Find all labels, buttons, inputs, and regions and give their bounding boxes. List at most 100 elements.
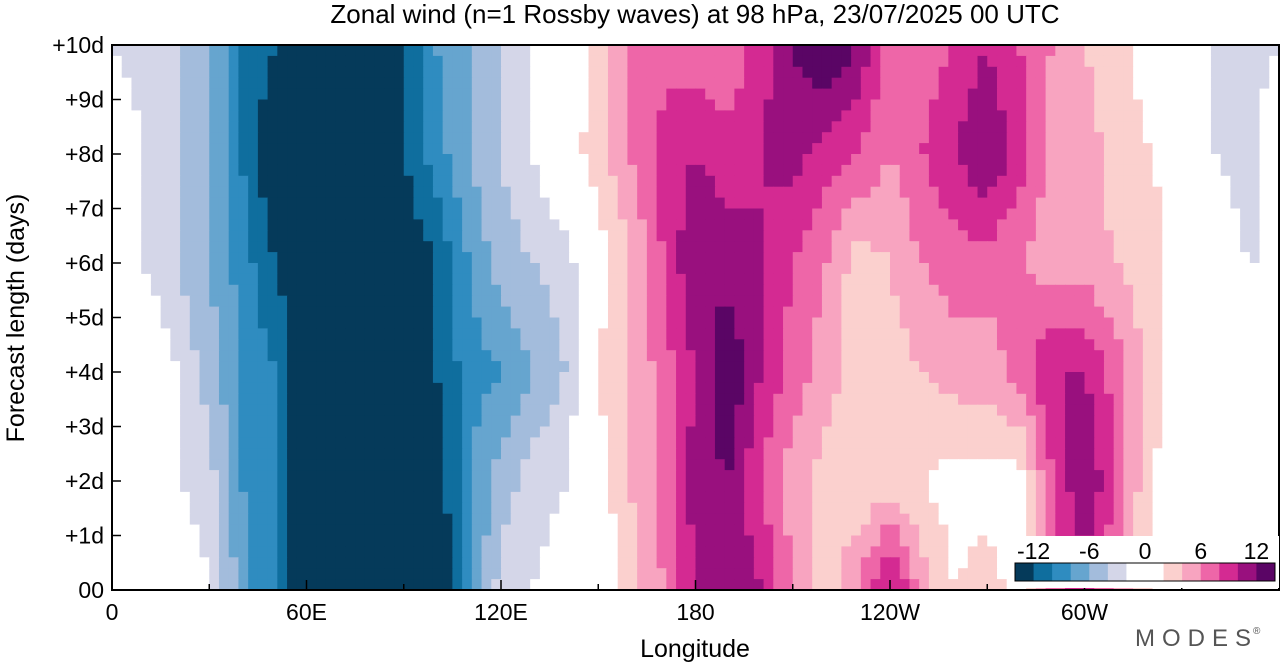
field-cell <box>928 175 940 188</box>
field-cell <box>345 284 356 297</box>
field-cell <box>666 481 677 493</box>
field-cell <box>880 372 891 384</box>
field-cell <box>1074 77 1086 90</box>
field-cell <box>277 66 288 79</box>
field-cell <box>1201 55 1212 68</box>
field-cell <box>676 99 687 111</box>
field-cell <box>880 437 891 449</box>
field-cell <box>374 241 385 253</box>
field-cell <box>578 426 590 438</box>
field-cell <box>1094 295 1105 308</box>
field-cell <box>442 252 453 264</box>
field-cell <box>325 132 337 144</box>
field-cell <box>1113 143 1124 155</box>
field-cell <box>471 437 483 449</box>
field-cell <box>705 66 716 79</box>
field-cell <box>364 66 376 79</box>
field-cell <box>394 99 405 111</box>
field-cell <box>1026 481 1037 493</box>
field-cell <box>695 175 706 188</box>
field-cell <box>510 197 522 210</box>
field-cell <box>919 372 930 384</box>
field-cell <box>714 99 726 111</box>
field-cell <box>724 121 735 133</box>
field-cell <box>1055 230 1066 242</box>
field-cell <box>180 252 191 264</box>
field-cell <box>345 66 356 79</box>
field-cell <box>112 252 123 264</box>
field-cell <box>218 208 230 220</box>
field-cell <box>481 186 492 199</box>
field-cell <box>471 164 483 177</box>
field-cell <box>792 132 804 144</box>
field-cell <box>209 372 220 384</box>
field-cell <box>987 175 998 188</box>
field-cell <box>1201 132 1212 144</box>
field-cell <box>539 186 551 199</box>
field-cell <box>364 230 376 242</box>
field-cell <box>491 121 502 133</box>
field-cell <box>1201 393 1212 406</box>
field-cell <box>1103 350 1115 362</box>
field-cell <box>870 55 881 68</box>
field-cell <box>870 382 881 395</box>
field-cell <box>491 437 502 449</box>
field-cell <box>1172 350 1183 362</box>
field-cell <box>481 350 492 362</box>
field-cell <box>1259 121 1270 133</box>
field-cell <box>1181 175 1193 188</box>
field-cell <box>442 393 453 406</box>
field-cell <box>1123 99 1134 111</box>
field-cell <box>948 132 959 144</box>
field-cell <box>627 284 638 297</box>
field-cell <box>860 273 872 286</box>
field-cell <box>996 121 1008 133</box>
field-cell <box>1045 481 1056 493</box>
field-cell <box>1259 99 1270 111</box>
field-cell <box>588 164 599 177</box>
field-cell <box>394 491 405 504</box>
field-cell <box>432 350 444 362</box>
field-cell <box>773 132 784 144</box>
field-cell <box>170 426 181 438</box>
field-cell <box>919 99 930 111</box>
field-cell <box>821 306 833 319</box>
field-cell <box>384 219 395 231</box>
field-cell <box>1191 197 1202 210</box>
field-cell <box>277 459 288 471</box>
field-cell <box>909 66 920 79</box>
field-cell <box>384 132 395 144</box>
field-cell <box>909 121 920 133</box>
field-cell <box>987 382 998 395</box>
field-cell <box>919 55 930 68</box>
field-cell <box>549 230 560 242</box>
field-cell <box>948 186 959 199</box>
field-cell <box>112 317 123 329</box>
field-cell <box>238 132 249 144</box>
field-cell <box>841 437 852 449</box>
field-cell <box>481 252 492 264</box>
field-cell <box>238 208 249 220</box>
field-cell <box>374 317 385 329</box>
field-cell <box>987 481 998 493</box>
field-cell <box>549 252 560 264</box>
field-cell <box>462 197 473 210</box>
field-cell <box>1074 219 1086 231</box>
field-cell <box>967 459 979 471</box>
field-cell <box>559 491 570 504</box>
field-cell <box>1142 219 1154 231</box>
field-cell <box>218 219 230 231</box>
field-cell <box>248 55 259 68</box>
field-cell <box>890 252 901 264</box>
field-cell <box>685 132 697 144</box>
field-cell <box>1240 55 1251 68</box>
field-cell <box>160 143 171 155</box>
field-cell <box>501 77 512 90</box>
field-cell <box>695 328 706 340</box>
field-cell <box>1259 317 1270 329</box>
field-cell <box>1113 404 1124 417</box>
field-cell <box>773 241 784 253</box>
field-cell <box>1094 66 1105 79</box>
field-cell <box>841 230 852 242</box>
field-cell <box>773 437 784 449</box>
